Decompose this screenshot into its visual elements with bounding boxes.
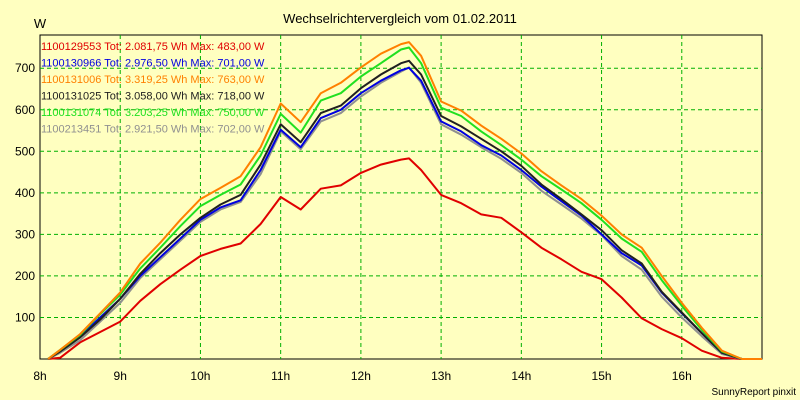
x-tick-label: 13h [431,369,451,383]
y-tick-label: 100 [15,310,35,324]
y-tick-label: 400 [15,186,35,200]
legend: 1100129553 Tot: 2.081,75 Wh Max: 483,00 … [41,41,265,136]
footer-text: SunnyReport pinxit [712,387,797,398]
legend-entry-1100213451: 1100213451 Tot: 2.921,50 Wh Max: 702,00 … [41,124,265,136]
legend-entry-1100131074: 1100131074 Tot: 3.203,25 Wh Max: 750,00 … [41,107,265,119]
x-tick-label: 12h [351,369,371,383]
y-axis-label: W [34,16,47,31]
y-tick-label: 500 [15,144,35,158]
x-tick-label: 15h [592,369,612,383]
series-line-1100131006 [47,41,762,360]
x-tick-label: 16h [672,369,692,383]
x-tick-label: 8h [33,369,46,383]
series-lines [47,41,762,360]
legend-entry-1100129553: 1100129553 Tot: 2.081,75 Wh Max: 483,00 … [41,41,265,53]
y-tick-label: 700 [15,61,35,75]
x-ticks: 8h 9h 10h 11h 12h 13h 14h 15h 16h [33,369,691,383]
x-tick-label: 11h [271,369,290,383]
series-line-1100131025 [47,59,762,360]
x-tick-label: 10h [190,369,210,383]
legend-entry-1100131006: 1100131006 Tot: 3.319,25 Wh Max: 763,00 … [41,74,265,86]
y-ticks: 100 200 300 400 500 600 700 [15,61,35,324]
chart-title: Wechselrichtervergleich vom 01.02.2011 [283,11,517,26]
y-tick-label: 300 [15,227,35,241]
y-tick-label: 600 [15,103,35,117]
x-tick-label: 14h [511,369,531,383]
x-tick-label: 9h [114,369,127,383]
series-line-1100130966 [47,66,762,360]
legend-entry-1100131025: 1100131025 Tot: 3.058,00 Wh Max: 718,00 … [41,91,265,103]
series-line-1100129553 [47,157,762,360]
series-line-1100131074 [47,46,762,360]
plot-area [39,34,763,360]
y-tick-label: 200 [15,269,35,283]
legend-entry-1100130966: 1100130966 Tot: 2.976,50 Wh Max: 701,00 … [41,58,265,70]
